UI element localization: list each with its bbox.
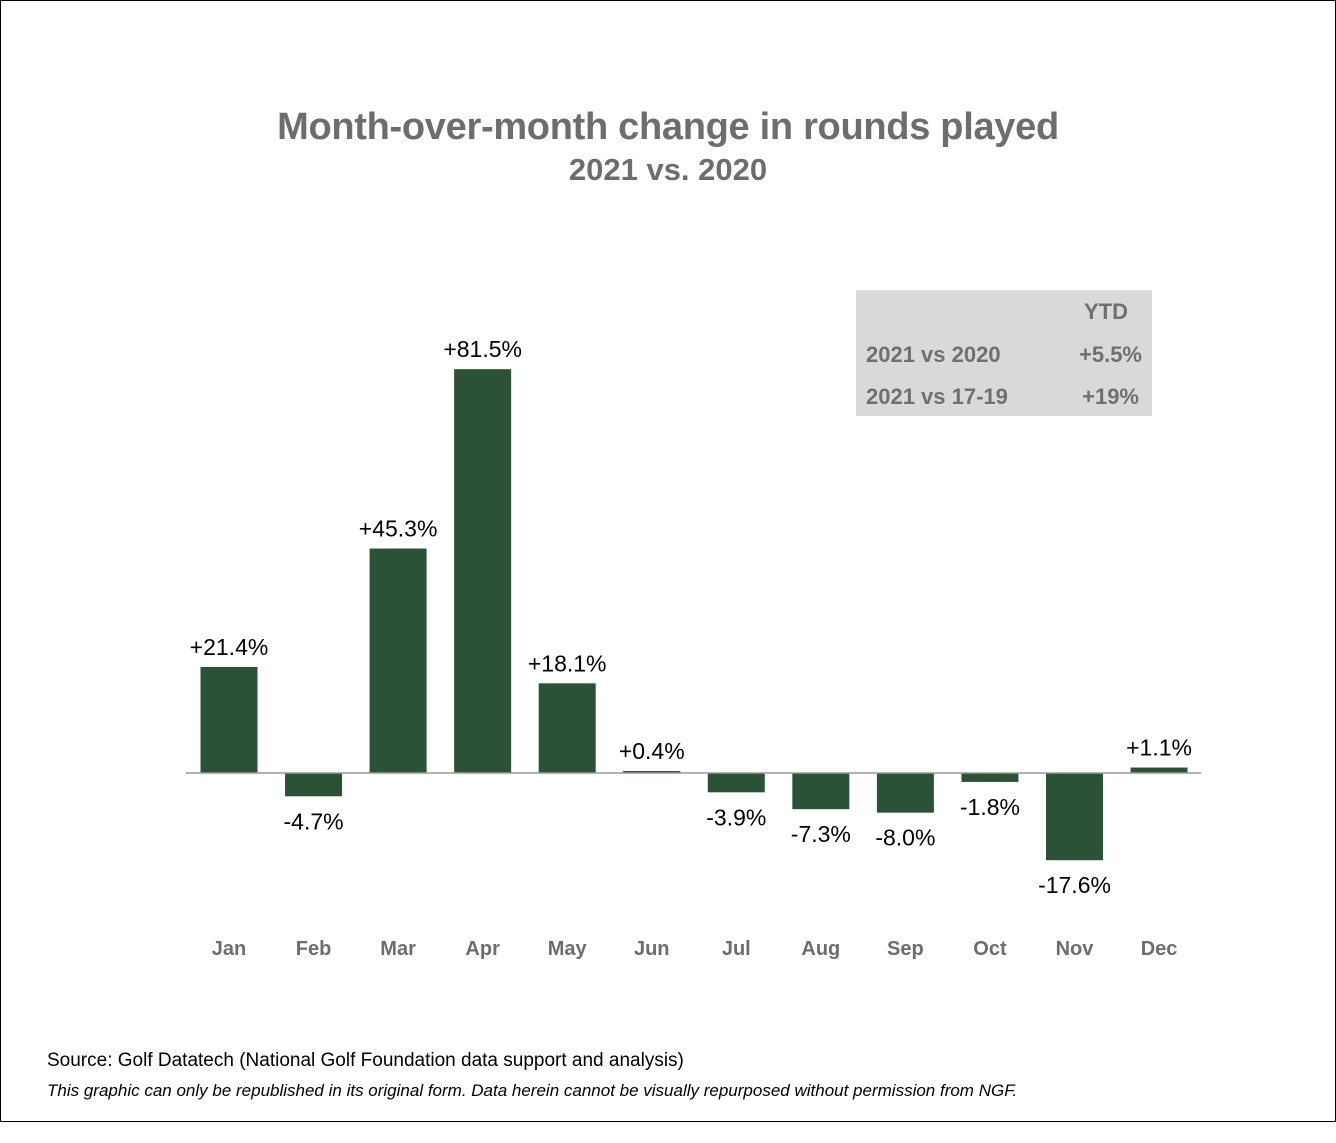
data-label: -1.8% [960,794,1020,820]
ytd-row-label: 2021 vs 17-19 [866,384,1008,409]
x-tick-label: Oct [973,938,1007,960]
bar-jan [200,666,258,773]
x-tick-labels-group: Jan Feb Mar Apr May Jun Jul Aug Sep Oct Nov Dec [212,938,1178,960]
data-label: +18.1% [528,650,607,676]
x-tick-label: Jun [634,938,670,960]
data-label: +45.3% [359,516,438,542]
x-tick-label: Feb [296,938,332,960]
data-labels-group: +21.4%-4.7%+45.3%+81.5%+18.1%+0.4%-3.9%-… [190,336,1192,898]
x-tick-label: May [548,938,588,960]
x-tick-label: Apr [465,938,500,960]
chart-title: Month-over-month change in rounds played [277,106,1059,148]
x-tick-label: Jul [722,938,751,960]
ytd-row-value: +5.5% [1079,342,1142,367]
bar-may [538,683,596,773]
disclaimer-note: This graphic can only be republished in … [47,1081,1018,1100]
bar-oct [961,773,1019,782]
bar-jun [623,771,681,773]
x-tick-label: Jan [212,938,246,960]
bar-nov [1046,773,1103,861]
bar-dec [1130,767,1188,773]
bars-group [200,369,1188,861]
bar-aug [792,773,850,810]
x-tick-label: Dec [1141,938,1178,960]
x-tick-label: Mar [380,938,416,960]
bar-apr [454,369,512,773]
ytd-header: YTD [1084,299,1128,324]
bar-feb [285,773,343,797]
data-label: +0.4% [619,738,685,764]
ytd-row-value: +19% [1082,384,1139,409]
data-label: +21.4% [190,634,269,660]
data-label: +1.1% [1126,735,1192,761]
data-label: -4.7% [284,808,344,834]
ytd-row-label: 2021 vs 2020 [866,342,1001,367]
data-label: -7.3% [791,821,851,847]
bar-sep [876,773,934,813]
data-label: +81.5% [443,336,522,362]
x-tick-label: Nov [1056,938,1095,960]
bar-jul [707,773,765,793]
source-note: Source: Golf Datatech (National Golf Fou… [47,1050,684,1071]
ytd-summary-table: YTD 2021 vs 2020 +5.5% 2021 vs 17-19 +19… [856,290,1152,416]
x-tick-label: Aug [801,938,840,960]
data-label: -8.0% [875,825,935,851]
chart-subtitle: 2021 vs. 2020 [568,152,768,187]
data-label: -3.9% [706,804,766,830]
data-label: -17.6% [1038,872,1111,898]
bar-mar [369,548,427,773]
x-tick-label: Sep [887,938,924,960]
